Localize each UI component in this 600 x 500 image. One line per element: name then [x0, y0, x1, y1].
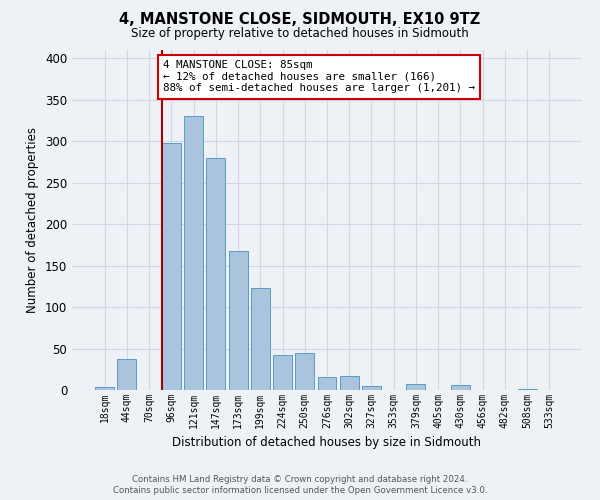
Bar: [518, 389, 536, 390]
Bar: [273, 355, 292, 390]
Text: Contains HM Land Registry data © Crown copyright and database right 2024.: Contains HM Land Registry data © Crown c…: [132, 475, 468, 484]
Text: Size of property relative to detached houses in Sidmouth: Size of property relative to detached ho…: [131, 28, 469, 40]
Text: 4, MANSTONE CLOSE, SIDMOUTH, EX10 9TZ: 4, MANSTONE CLOSE, SIDMOUTH, EX10 9TZ: [119, 12, 481, 28]
Bar: [451, 385, 470, 390]
Y-axis label: Number of detached properties: Number of detached properties: [26, 127, 40, 313]
Bar: [295, 352, 314, 390]
Bar: [406, 384, 425, 390]
Bar: [184, 116, 203, 390]
Text: 4 MANSTONE CLOSE: 85sqm
← 12% of detached houses are smaller (166)
88% of semi-d: 4 MANSTONE CLOSE: 85sqm ← 12% of detache…: [163, 60, 475, 93]
Bar: [251, 288, 270, 390]
Bar: [162, 143, 181, 390]
Bar: [206, 158, 225, 390]
Text: Contains public sector information licensed under the Open Government Licence v3: Contains public sector information licen…: [113, 486, 487, 495]
Bar: [118, 360, 136, 390]
Bar: [317, 376, 337, 390]
Bar: [340, 376, 359, 390]
Bar: [95, 386, 114, 390]
Bar: [229, 250, 248, 390]
X-axis label: Distribution of detached houses by size in Sidmouth: Distribution of detached houses by size …: [173, 436, 482, 450]
Bar: [362, 386, 381, 390]
